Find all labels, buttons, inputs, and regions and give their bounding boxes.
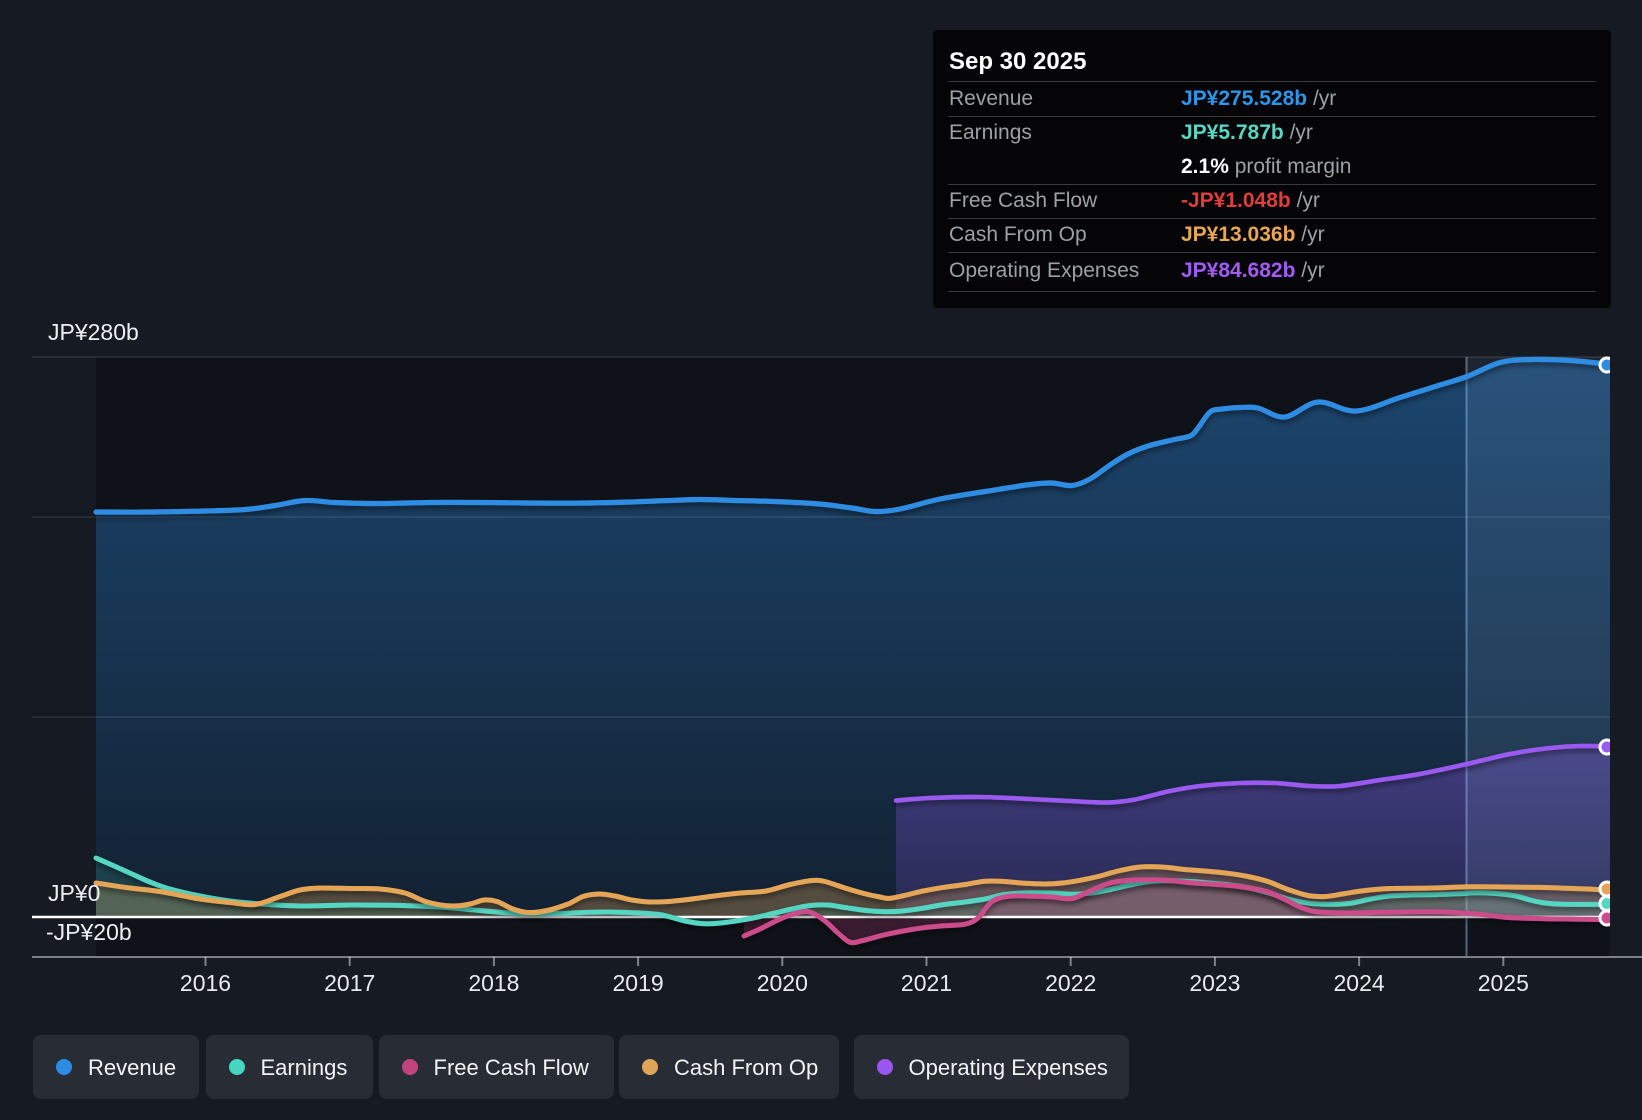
svg-text:2025: 2025 (1478, 970, 1529, 996)
svg-text:2022: 2022 (1045, 970, 1096, 996)
svg-text:2024: 2024 (1334, 970, 1385, 996)
svg-text:2023: 2023 (1189, 970, 1240, 996)
svg-text:-JP¥20b: -JP¥20b (46, 919, 132, 945)
svg-text:2019: 2019 (613, 970, 664, 996)
svg-text:JP¥280b: JP¥280b (48, 319, 139, 345)
svg-text:2021: 2021 (901, 970, 952, 996)
svg-text:2016: 2016 (180, 970, 231, 996)
svg-text:JP¥0: JP¥0 (48, 880, 100, 906)
svg-text:2018: 2018 (468, 970, 519, 996)
svg-text:2020: 2020 (757, 970, 808, 996)
svg-text:2017: 2017 (324, 970, 375, 996)
